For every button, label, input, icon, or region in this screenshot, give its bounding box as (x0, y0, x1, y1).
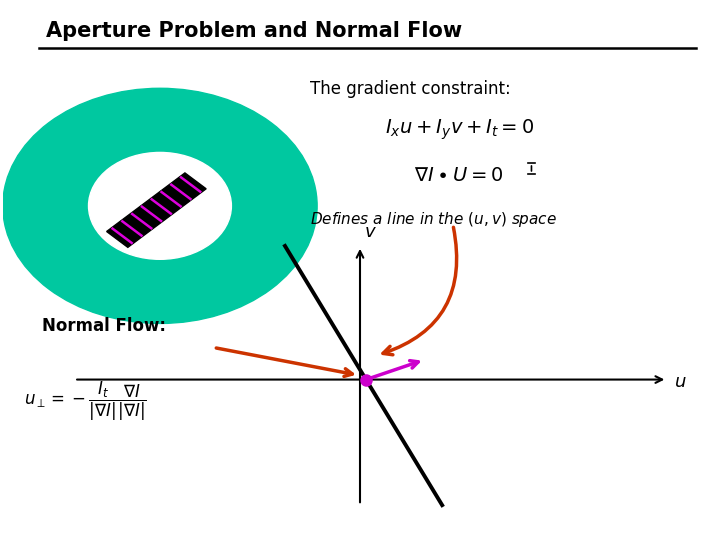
Text: $v$: $v$ (364, 222, 377, 241)
Text: Normal Flow:: Normal Flow: (42, 317, 166, 335)
Text: $I_x u + I_y v + I_t = 0$: $I_x u + I_y v + I_t = 0$ (385, 118, 534, 142)
Polygon shape (107, 173, 206, 247)
Circle shape (89, 152, 231, 259)
Text: Aperture Problem and Normal Flow: Aperture Problem and Normal Flow (45, 22, 462, 42)
Text: $u_\perp = -\dfrac{I_t}{|\nabla I|}\dfrac{\nabla I}{|\nabla I|}$: $u_\perp = -\dfrac{I_t}{|\nabla I|}\dfra… (24, 379, 147, 422)
Text: Defines a line in the $(u,v)$ space: Defines a line in the $(u,v)$ space (310, 210, 557, 229)
Text: $\nabla I \bullet U = 0$: $\nabla I \bullet U = 0$ (413, 166, 503, 185)
Text: The gradient constraint:: The gradient constraint: (310, 80, 510, 98)
Circle shape (3, 88, 317, 323)
Text: $u$: $u$ (675, 373, 687, 392)
